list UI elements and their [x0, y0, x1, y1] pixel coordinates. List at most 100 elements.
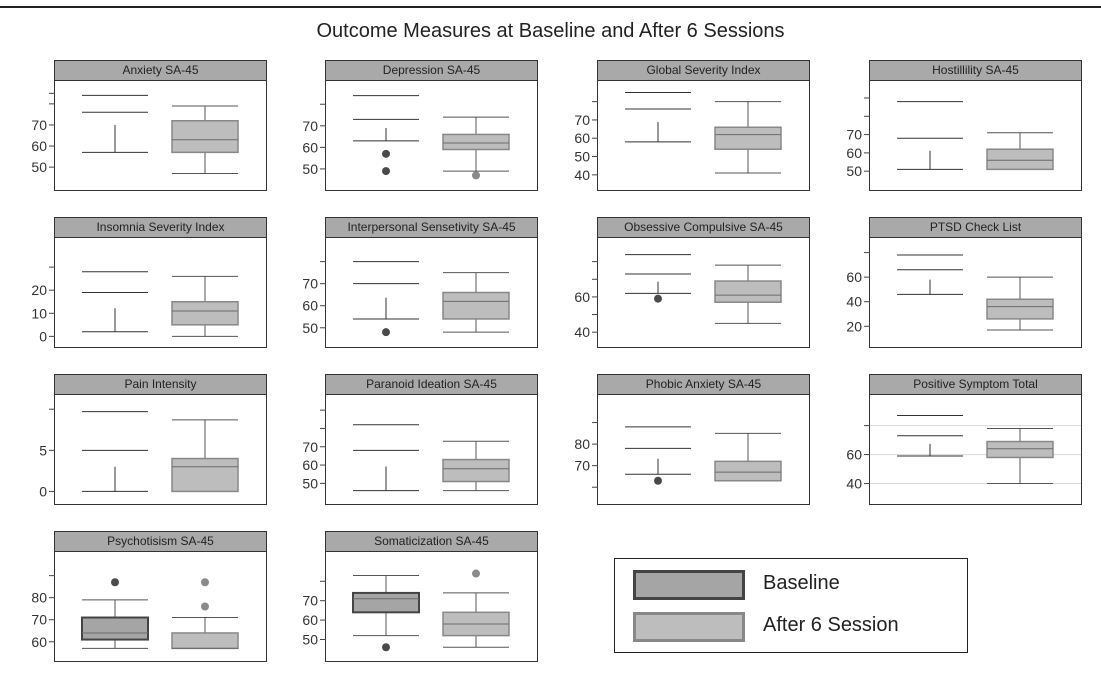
y-tick-label: 50	[302, 631, 318, 647]
y-tick-label: 70	[574, 458, 590, 474]
outlier-point	[654, 294, 662, 303]
y-tick-label: 40	[574, 324, 590, 340]
panel-title: Psychotisism SA-45	[55, 532, 266, 552]
panel-title: Obsessive Compulsive SA-45	[598, 218, 809, 238]
outlier-point	[382, 328, 390, 337]
panel-title: Somaticization SA-45	[326, 532, 537, 552]
outlier-point	[472, 569, 480, 578]
panel-title: Depression SA-45	[326, 61, 537, 81]
y-tick-label: 50	[574, 149, 590, 165]
plot-area: 60 70 80	[31, 575, 239, 650]
y-tick-label: 70	[31, 612, 47, 628]
panel-title: Positive Symptom Total	[870, 375, 1081, 395]
box-after	[986, 298, 1054, 320]
y-tick-label: 70	[302, 118, 318, 134]
box-after	[714, 126, 782, 150]
chart-panel: Depression SA-45 50 60 70	[302, 60, 538, 191]
plot-area: 50 60 70	[302, 95, 510, 180]
y-tick-label: 50	[846, 163, 862, 179]
box-after	[442, 458, 510, 483]
outlier-point	[201, 578, 209, 587]
y-tick-label: 20	[846, 318, 862, 334]
chart-panel: Anxiety SA-45 50 60 70	[31, 60, 267, 191]
box-after	[986, 440, 1054, 459]
y-tick-label: 10	[31, 305, 47, 321]
y-tick-label: 60	[846, 269, 862, 285]
chart-panel: Insomnia Severity Index 0 10 20	[31, 217, 267, 348]
outlier-point	[654, 476, 662, 485]
plot-area: 50 60 70	[302, 409, 510, 491]
box-after	[171, 119, 239, 154]
y-tick-label: 80	[574, 436, 590, 452]
chart-panel: Hostillility SA-45 50 60 70	[846, 60, 1082, 191]
plot-area: 50 60 70	[846, 97, 1054, 179]
figure-title: Outcome Measures at Baseline and After 6…	[316, 20, 785, 42]
panel-title: Pain Intensity	[55, 375, 266, 395]
y-tick-label: 80	[31, 590, 47, 606]
box-after	[986, 148, 1054, 171]
chart-panel: Interpersonal Sensetivity SA-45 50 60 70	[302, 217, 538, 348]
y-tick-label: 60	[846, 145, 862, 161]
y-tick-label: 40	[574, 167, 590, 183]
y-tick-label: 50	[302, 475, 318, 491]
y-tick-label: 0	[39, 483, 47, 499]
y-tick-label: 70	[846, 127, 862, 143]
y-tick-label: 60	[302, 139, 318, 155]
panel-title: Global Severity Index	[598, 61, 809, 81]
y-tick-label: 50	[302, 320, 318, 336]
legend: Baseline After 6 Session	[614, 558, 968, 653]
y-tick-label: 60	[31, 634, 47, 650]
chart-panel: Psychotisism SA-45 60 70 80	[31, 531, 267, 662]
panel-title: Paranoid Ideation SA-45	[326, 375, 537, 395]
y-tick-label: 0	[39, 328, 47, 344]
chart-panel: Global Severity Index 40 50 60 70	[574, 60, 810, 191]
y-tick-label: 60	[574, 130, 590, 146]
panel-title: Insomnia Severity Index	[55, 218, 266, 238]
box-after	[714, 280, 782, 303]
plot-area: 40 60	[574, 254, 782, 340]
panel-title: Interpersonal Sensetivity SA-45	[326, 218, 537, 238]
plot-area: 50 60 70	[302, 569, 510, 652]
panel-title: Anxiety SA-45	[55, 61, 266, 81]
panel-title: Hostillility SA-45	[870, 61, 1081, 81]
plot-area: 0 10 20	[31, 266, 239, 344]
y-tick-label: 50	[302, 161, 318, 177]
chart-panel: Pain Intensity 0 5	[39, 374, 267, 505]
box-after	[442, 133, 510, 151]
outlier-point	[201, 602, 209, 611]
y-tick-label: 50	[31, 159, 47, 175]
y-tick-label: 40	[846, 476, 862, 492]
box-baseline	[352, 591, 420, 614]
outlier-point	[382, 643, 390, 652]
chart-panel: Positive Symptom Total 40 60	[846, 374, 1082, 505]
chart-panel: Somaticization SA-45 50 60 70	[302, 531, 538, 662]
legend-label-after: After 6 Session	[763, 614, 899, 636]
y-tick-label: 5	[39, 442, 47, 458]
legend-swatch-after	[633, 612, 745, 642]
y-tick-label: 70	[302, 276, 318, 292]
plot-area: 40 60	[846, 414, 1081, 492]
outlier-point	[472, 171, 480, 180]
y-tick-label: 70	[31, 117, 47, 133]
y-tick-label: 70	[302, 593, 318, 609]
chart-panel: Phobic Anxiety SA-45 70 80	[574, 374, 810, 505]
outlier-point	[382, 167, 390, 176]
y-tick-label: 70	[302, 439, 318, 455]
chart-panel: PTSD Check List 20 40 60	[846, 217, 1082, 348]
box-after	[442, 291, 510, 320]
top-rule	[0, 6, 1101, 8]
panel-title: Phobic Anxiety SA-45	[598, 375, 809, 395]
box-after	[171, 457, 239, 493]
y-tick-label: 40	[846, 294, 862, 310]
legend-label-baseline: Baseline	[763, 572, 840, 594]
plot-area: 50 60 70	[302, 261, 510, 337]
outlier-point	[382, 149, 390, 158]
plot-area: 40 50 60 70	[574, 91, 782, 183]
chart-panel: Paranoid Ideation SA-45 50 60 70	[302, 374, 538, 505]
y-tick-label: 60	[302, 298, 318, 314]
y-tick-label: 60	[302, 457, 318, 473]
y-tick-label: 60	[574, 289, 590, 305]
box-after	[714, 460, 782, 482]
box-after	[171, 300, 239, 326]
